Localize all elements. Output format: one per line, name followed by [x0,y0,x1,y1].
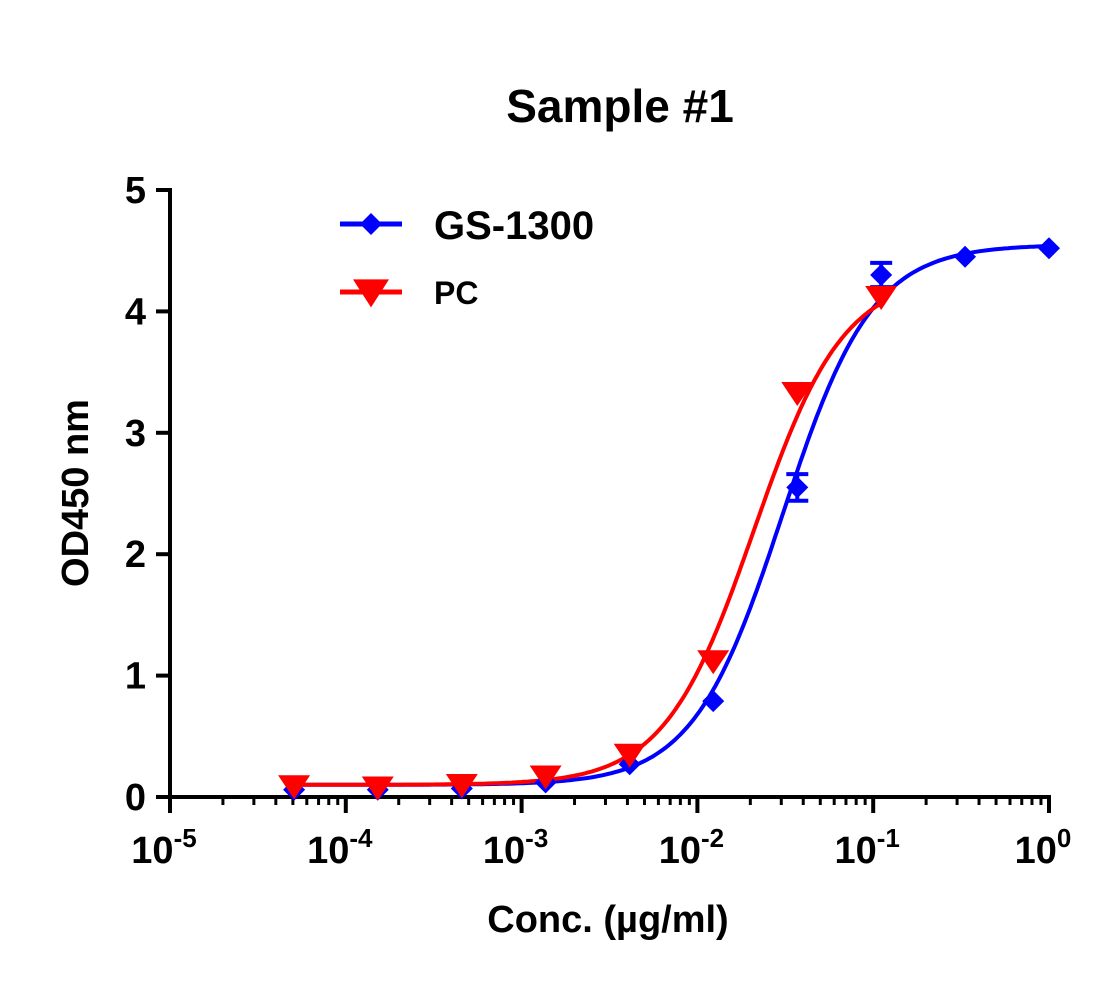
y-tick-label: 3 [125,413,146,455]
fit-curve-1 [294,301,883,787]
data-point-1 [278,775,311,800]
y-tick-label: 4 [125,291,146,333]
x-tick-label: 10-1 [834,823,899,872]
y-tick-label: 1 [125,656,146,698]
x-tick-label: 100 [1015,823,1072,872]
fit-curve-0 [294,244,1050,787]
x-tick-label: 10-3 [483,823,548,872]
y-axis-label: OD450 nm [55,399,97,587]
data-point-0 [786,476,809,499]
data-point-0 [1038,237,1060,260]
chart-title: Sample #1 [506,80,734,132]
data-point-0 [870,263,893,286]
data-point-1 [529,765,562,790]
data-point-1 [361,776,394,801]
data-point-0 [702,690,725,713]
y-tick-label: 2 [125,534,146,576]
legend-label: PC [434,275,478,311]
x-tick-label: 10-5 [131,823,196,872]
y-tick-label: 0 [125,777,146,819]
x-tick-label: 10-4 [307,823,373,872]
data-point-1 [865,286,898,311]
legend-label: GS-1300 [434,204,594,248]
legend-marker [360,213,382,235]
y-tick-label: 5 [125,170,146,212]
data-point-0 [954,245,977,268]
data-point-1 [697,650,730,675]
legend-marker [353,279,389,308]
data-point-1 [781,381,814,406]
x-tick-label: 10-2 [659,823,724,872]
x-axis-label: Conc. (µg/ml) [487,899,728,941]
data-point-1 [445,774,478,799]
data-point-1 [613,743,646,768]
